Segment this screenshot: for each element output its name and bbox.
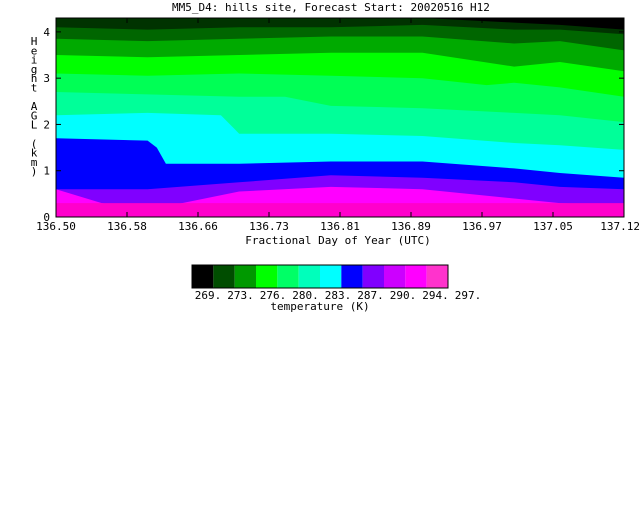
colorbar-swatch bbox=[256, 265, 278, 288]
x-tick-label: 136.73 bbox=[249, 220, 289, 233]
y-axis-label-char: m bbox=[31, 156, 38, 169]
y-axis-label-char: i bbox=[31, 54, 38, 67]
y-axis-label-char: h bbox=[31, 72, 38, 85]
colorbar-swatch bbox=[192, 265, 214, 288]
x-tick-label: 136.89 bbox=[391, 220, 431, 233]
y-axis-label-char: L bbox=[31, 119, 38, 132]
colorbar-tick-label: 283. bbox=[325, 289, 352, 302]
x-axis-ticks: 136.50 136.58 136.66 136.73 136.81 136.89 136.… bbox=[36, 18, 640, 233]
y-tick-label: 0 bbox=[43, 211, 50, 224]
colorbar-swatch bbox=[234, 265, 256, 288]
plot-area bbox=[56, 18, 624, 218]
colorbar-swatch bbox=[298, 265, 320, 288]
y-tick-label: 4 bbox=[43, 26, 50, 39]
y-axis-label-char: A bbox=[31, 100, 38, 113]
y-tick-label: 2 bbox=[43, 118, 50, 131]
colorbar-swatch bbox=[277, 265, 299, 288]
y-axis-ticks: 0 1 2 3 4 bbox=[43, 26, 624, 224]
y-axis-label-char: G bbox=[31, 109, 38, 122]
colorbar-tick-label: 297. bbox=[455, 289, 482, 302]
colorbar-tick-label: 290. bbox=[390, 289, 417, 302]
colorbar-swatch bbox=[384, 265, 406, 288]
y-axis-label-char: e bbox=[31, 44, 38, 57]
x-tick-label: 136.66 bbox=[178, 220, 218, 233]
colorbar-frame bbox=[191, 264, 449, 289]
x-tick-label: 136.58 bbox=[107, 220, 147, 233]
y-axis-label-char: ( bbox=[31, 137, 38, 150]
y-axis-label-char: g bbox=[31, 63, 38, 76]
x-tick-label: 136.81 bbox=[320, 220, 360, 233]
y-axis-label-char: ) bbox=[31, 165, 38, 178]
colorbar-tick-label: 280. bbox=[292, 289, 319, 302]
colorbar-swatch bbox=[320, 265, 342, 288]
x-axis-label: Fractional Day of Year (UTC) bbox=[245, 234, 430, 247]
x-tick-label: 137.12 bbox=[600, 220, 640, 233]
colorbar-tick-label: 287. bbox=[357, 289, 384, 302]
colorbar-swatch bbox=[405, 265, 427, 288]
x-tick-label: 137.05 bbox=[533, 220, 573, 233]
colorbar-tick-label: 269. bbox=[195, 289, 222, 302]
colorbar bbox=[191, 264, 449, 289]
y-axis-label-char: t bbox=[31, 82, 38, 95]
x-tick-label: 136.50 bbox=[36, 220, 76, 233]
y-tick-label: 1 bbox=[43, 165, 50, 178]
colorbar-tick-label: 273. bbox=[227, 289, 254, 302]
y-tick-label: 3 bbox=[43, 72, 50, 85]
colorbar-swatch bbox=[426, 265, 448, 288]
colorbar-label: temperature (K) bbox=[270, 300, 369, 313]
colorbar-swatch bbox=[341, 265, 363, 288]
colorbar-swatch bbox=[362, 265, 384, 288]
colorbar-swatch bbox=[213, 265, 235, 288]
chart-title: MM5_D4: hills site, Forecast Start: 2002… bbox=[172, 1, 490, 14]
y-axis-label-char: H bbox=[31, 35, 38, 48]
x-tick-label: 136.97 bbox=[462, 220, 502, 233]
colorbar-tick-labels: 269. 273. 276. 280. 283. 287. 290. 294. 297. bbox=[195, 289, 482, 302]
colorbar-tick-label: 276. bbox=[260, 289, 287, 302]
y-axis-label-char: k bbox=[31, 147, 38, 160]
colorbar-tick-label: 294. bbox=[422, 289, 449, 302]
